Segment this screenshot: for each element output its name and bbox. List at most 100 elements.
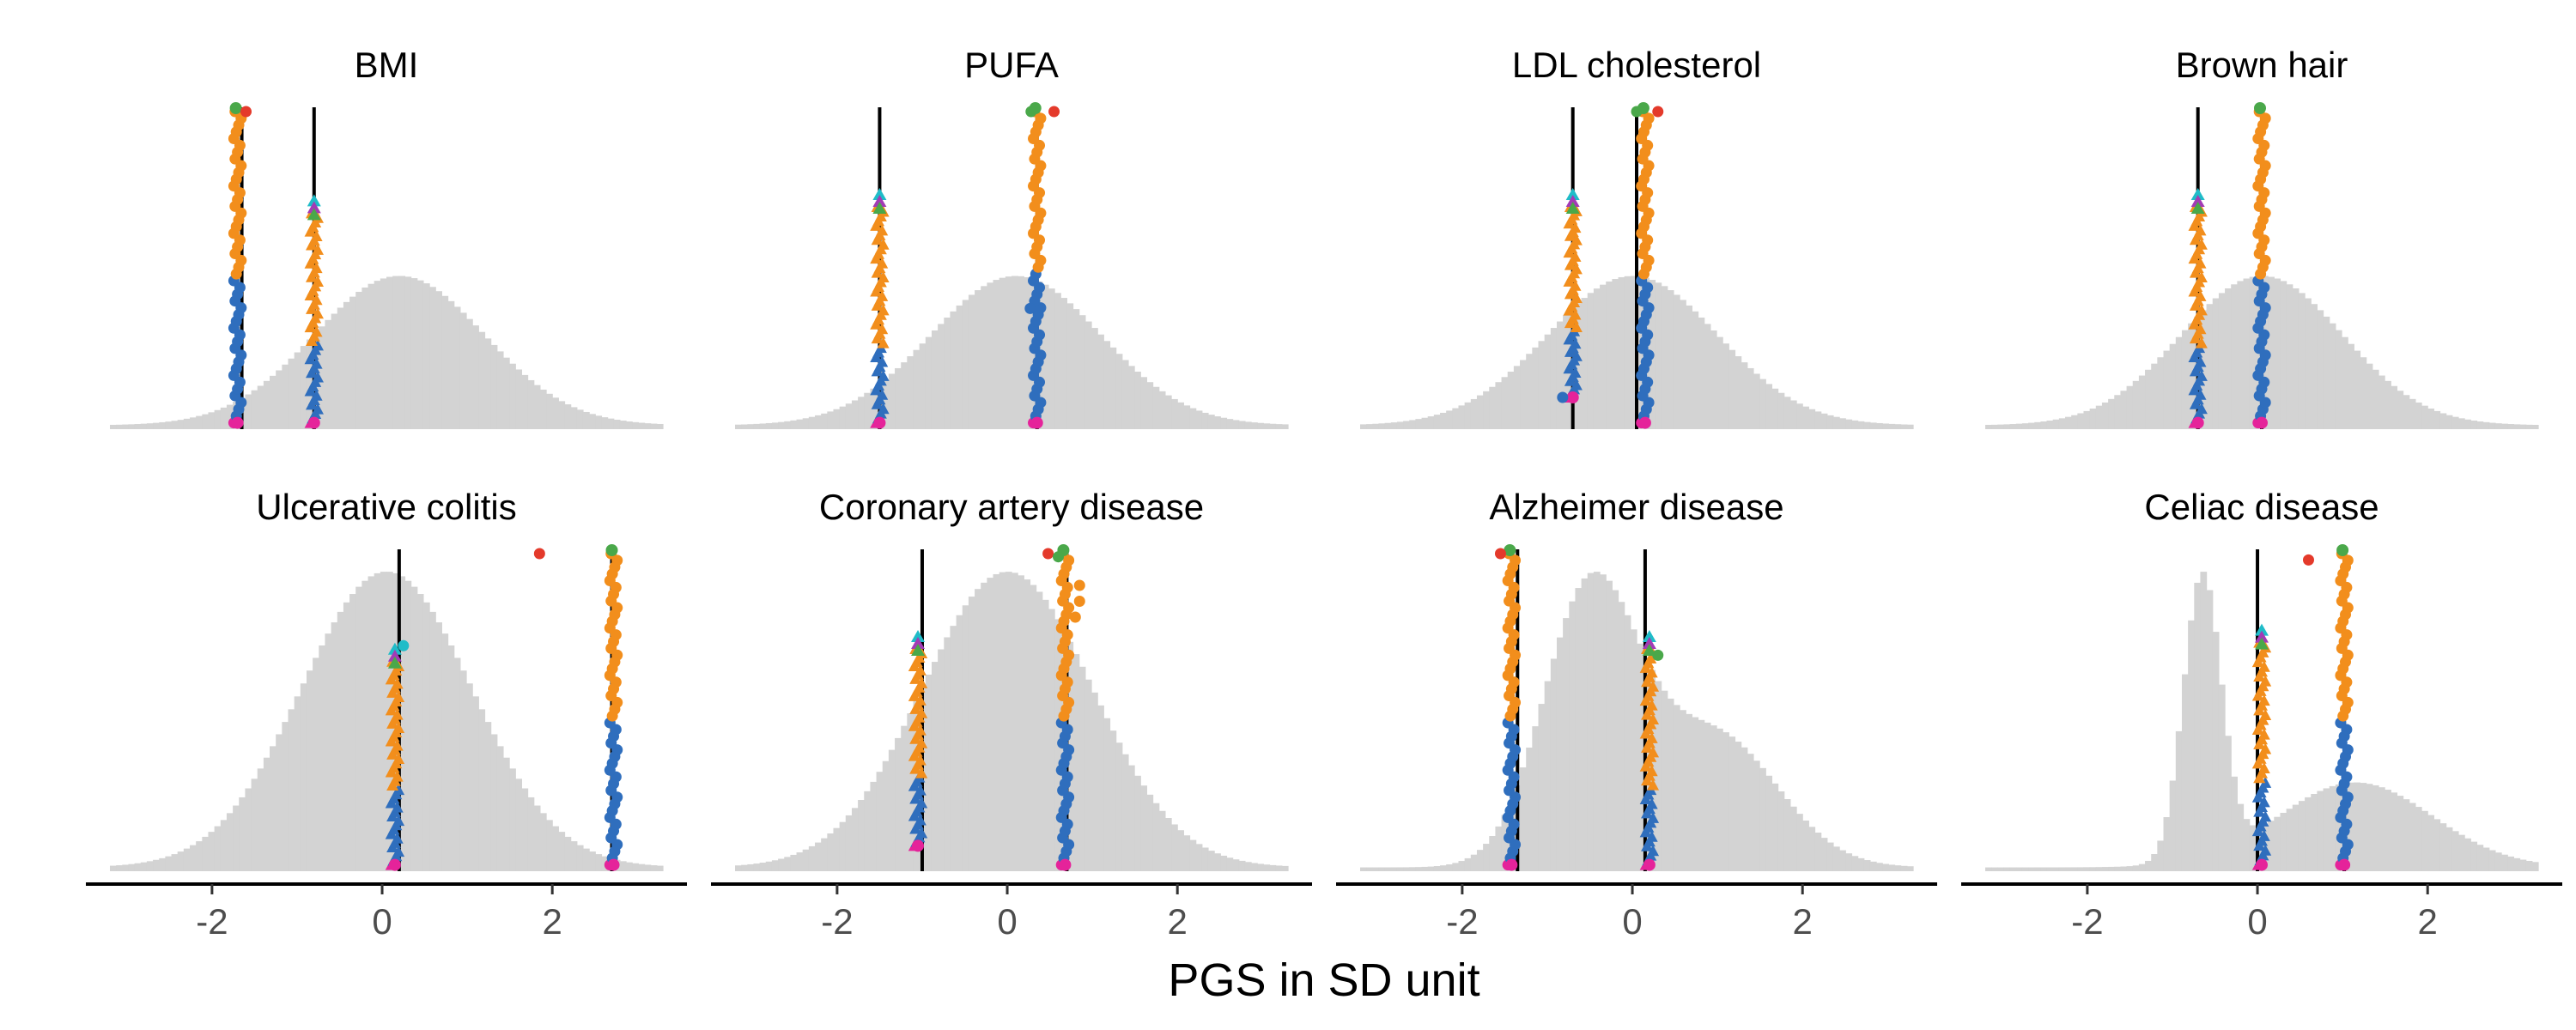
histogram-bar: [331, 313, 338, 429]
histogram-bar: [496, 351, 504, 429]
histogram-bar: [122, 424, 130, 429]
histogram-bar: [827, 411, 835, 429]
histogram-bar: [2114, 395, 2122, 429]
data-point: [2190, 195, 2205, 207]
histogram-bar: [981, 286, 987, 429]
data-point: [1494, 548, 1506, 560]
histogram-bar: [845, 815, 853, 871]
histogram-bar: [263, 757, 270, 871]
histogram-bar: [1845, 419, 1853, 429]
histogram-bar: [747, 424, 755, 429]
histogram-bar: [1226, 419, 1234, 429]
data-point: [1570, 379, 1583, 391]
histogram-bar: [2348, 343, 2354, 429]
histogram-bar: [2071, 415, 2078, 429]
histogram-bar: [1765, 775, 1773, 871]
histogram-bar: [759, 423, 767, 429]
data-point: [872, 188, 887, 200]
histogram-bar: [821, 413, 828, 429]
histogram-bar: [1698, 719, 1705, 871]
histogram-bar: [1189, 408, 1197, 429]
marker-column: [2188, 188, 2208, 429]
histogram-bar: [2249, 276, 2257, 429]
histogram-bar: [975, 290, 981, 429]
marker-column: [228, 102, 247, 429]
histogram-bar: [2231, 776, 2238, 871]
histogram-bar: [1409, 867, 1416, 871]
data-point: [2259, 810, 2272, 822]
data-point: [392, 690, 405, 702]
histogram-bar: [864, 791, 872, 871]
histogram-bar: [962, 300, 969, 429]
histogram-bar: [2366, 363, 2373, 429]
histogram-bar: [1532, 726, 1540, 871]
histogram-bar: [122, 864, 130, 871]
histogram-bar: [1421, 866, 1429, 871]
histogram-bar: [582, 411, 590, 429]
histogram-bar: [416, 280, 424, 429]
data-point: [2257, 761, 2270, 773]
histogram-bar: [2015, 423, 2023, 429]
data-point: [1048, 106, 1060, 118]
histogram-bar: [343, 602, 350, 871]
histogram-bar: [2181, 674, 2189, 871]
histogram-bar: [459, 670, 467, 871]
histogram-bar: [2268, 821, 2275, 871]
data-point: [1652, 649, 1664, 661]
histogram-bar: [472, 325, 479, 429]
data-point: [1565, 202, 1580, 214]
histogram-bar: [2132, 380, 2140, 429]
histogram-bar: [527, 797, 535, 871]
histogram-bar: [2397, 796, 2404, 871]
histogram-bar: [839, 821, 847, 871]
data-point: [876, 323, 889, 335]
histogram-bar: [944, 637, 951, 871]
histogram-bar: [802, 849, 810, 871]
histogram-bar: [2488, 850, 2496, 871]
histogram-bar: [1581, 298, 1589, 429]
histogram-bar: [1771, 388, 1779, 429]
histogram-bar: [2225, 288, 2232, 429]
histogram-bar: [1470, 398, 1478, 429]
histogram-bar: [2292, 288, 2300, 429]
histogram-bar: [2298, 801, 2306, 871]
histogram-bar: [552, 397, 559, 429]
histogram-bar: [1378, 867, 1386, 871]
histogram-bar: [1036, 591, 1043, 871]
data-point: [2195, 369, 2208, 381]
histogram-bar: [2439, 823, 2447, 871]
histogram-bar: [2366, 784, 2373, 871]
histogram-bar: [1084, 679, 1092, 871]
histogram-bar: [1103, 718, 1111, 871]
histogram-bar: [2397, 391, 2404, 429]
histogram-bar: [1722, 343, 1729, 429]
histogram-bar: [827, 833, 835, 871]
data-point: [1570, 349, 1583, 361]
histogram-bar: [1452, 863, 1460, 871]
histogram-bar: [2021, 423, 2029, 429]
data-point: [2259, 776, 2272, 788]
histogram-bar: [116, 424, 123, 429]
histogram-bar: [999, 277, 1006, 429]
histogram-bar: [2009, 867, 2017, 871]
data-point: [1073, 579, 1085, 591]
histogram-bar: [226, 813, 234, 871]
data-point: [2194, 355, 2207, 367]
histogram-bar: [134, 863, 142, 871]
histogram-bar: [1372, 867, 1380, 871]
marker-column: [1502, 544, 1522, 871]
histogram-bar: [1593, 572, 1601, 871]
histogram-bar: [1207, 415, 1215, 429]
histogram-bar: [784, 421, 791, 429]
histogram-bar: [1520, 767, 1527, 871]
histogram-bar: [839, 406, 847, 429]
histogram-bar: [392, 276, 399, 429]
histogram-bar: [2095, 867, 2103, 871]
data-point: [1643, 858, 1656, 871]
histogram-bar: [1526, 747, 1533, 871]
histogram-bar: [1624, 276, 1631, 429]
data-point: [2255, 630, 2269, 643]
histogram-bar: [165, 856, 173, 871]
histogram-bar: [2433, 819, 2441, 871]
histogram-bar: [196, 415, 203, 429]
